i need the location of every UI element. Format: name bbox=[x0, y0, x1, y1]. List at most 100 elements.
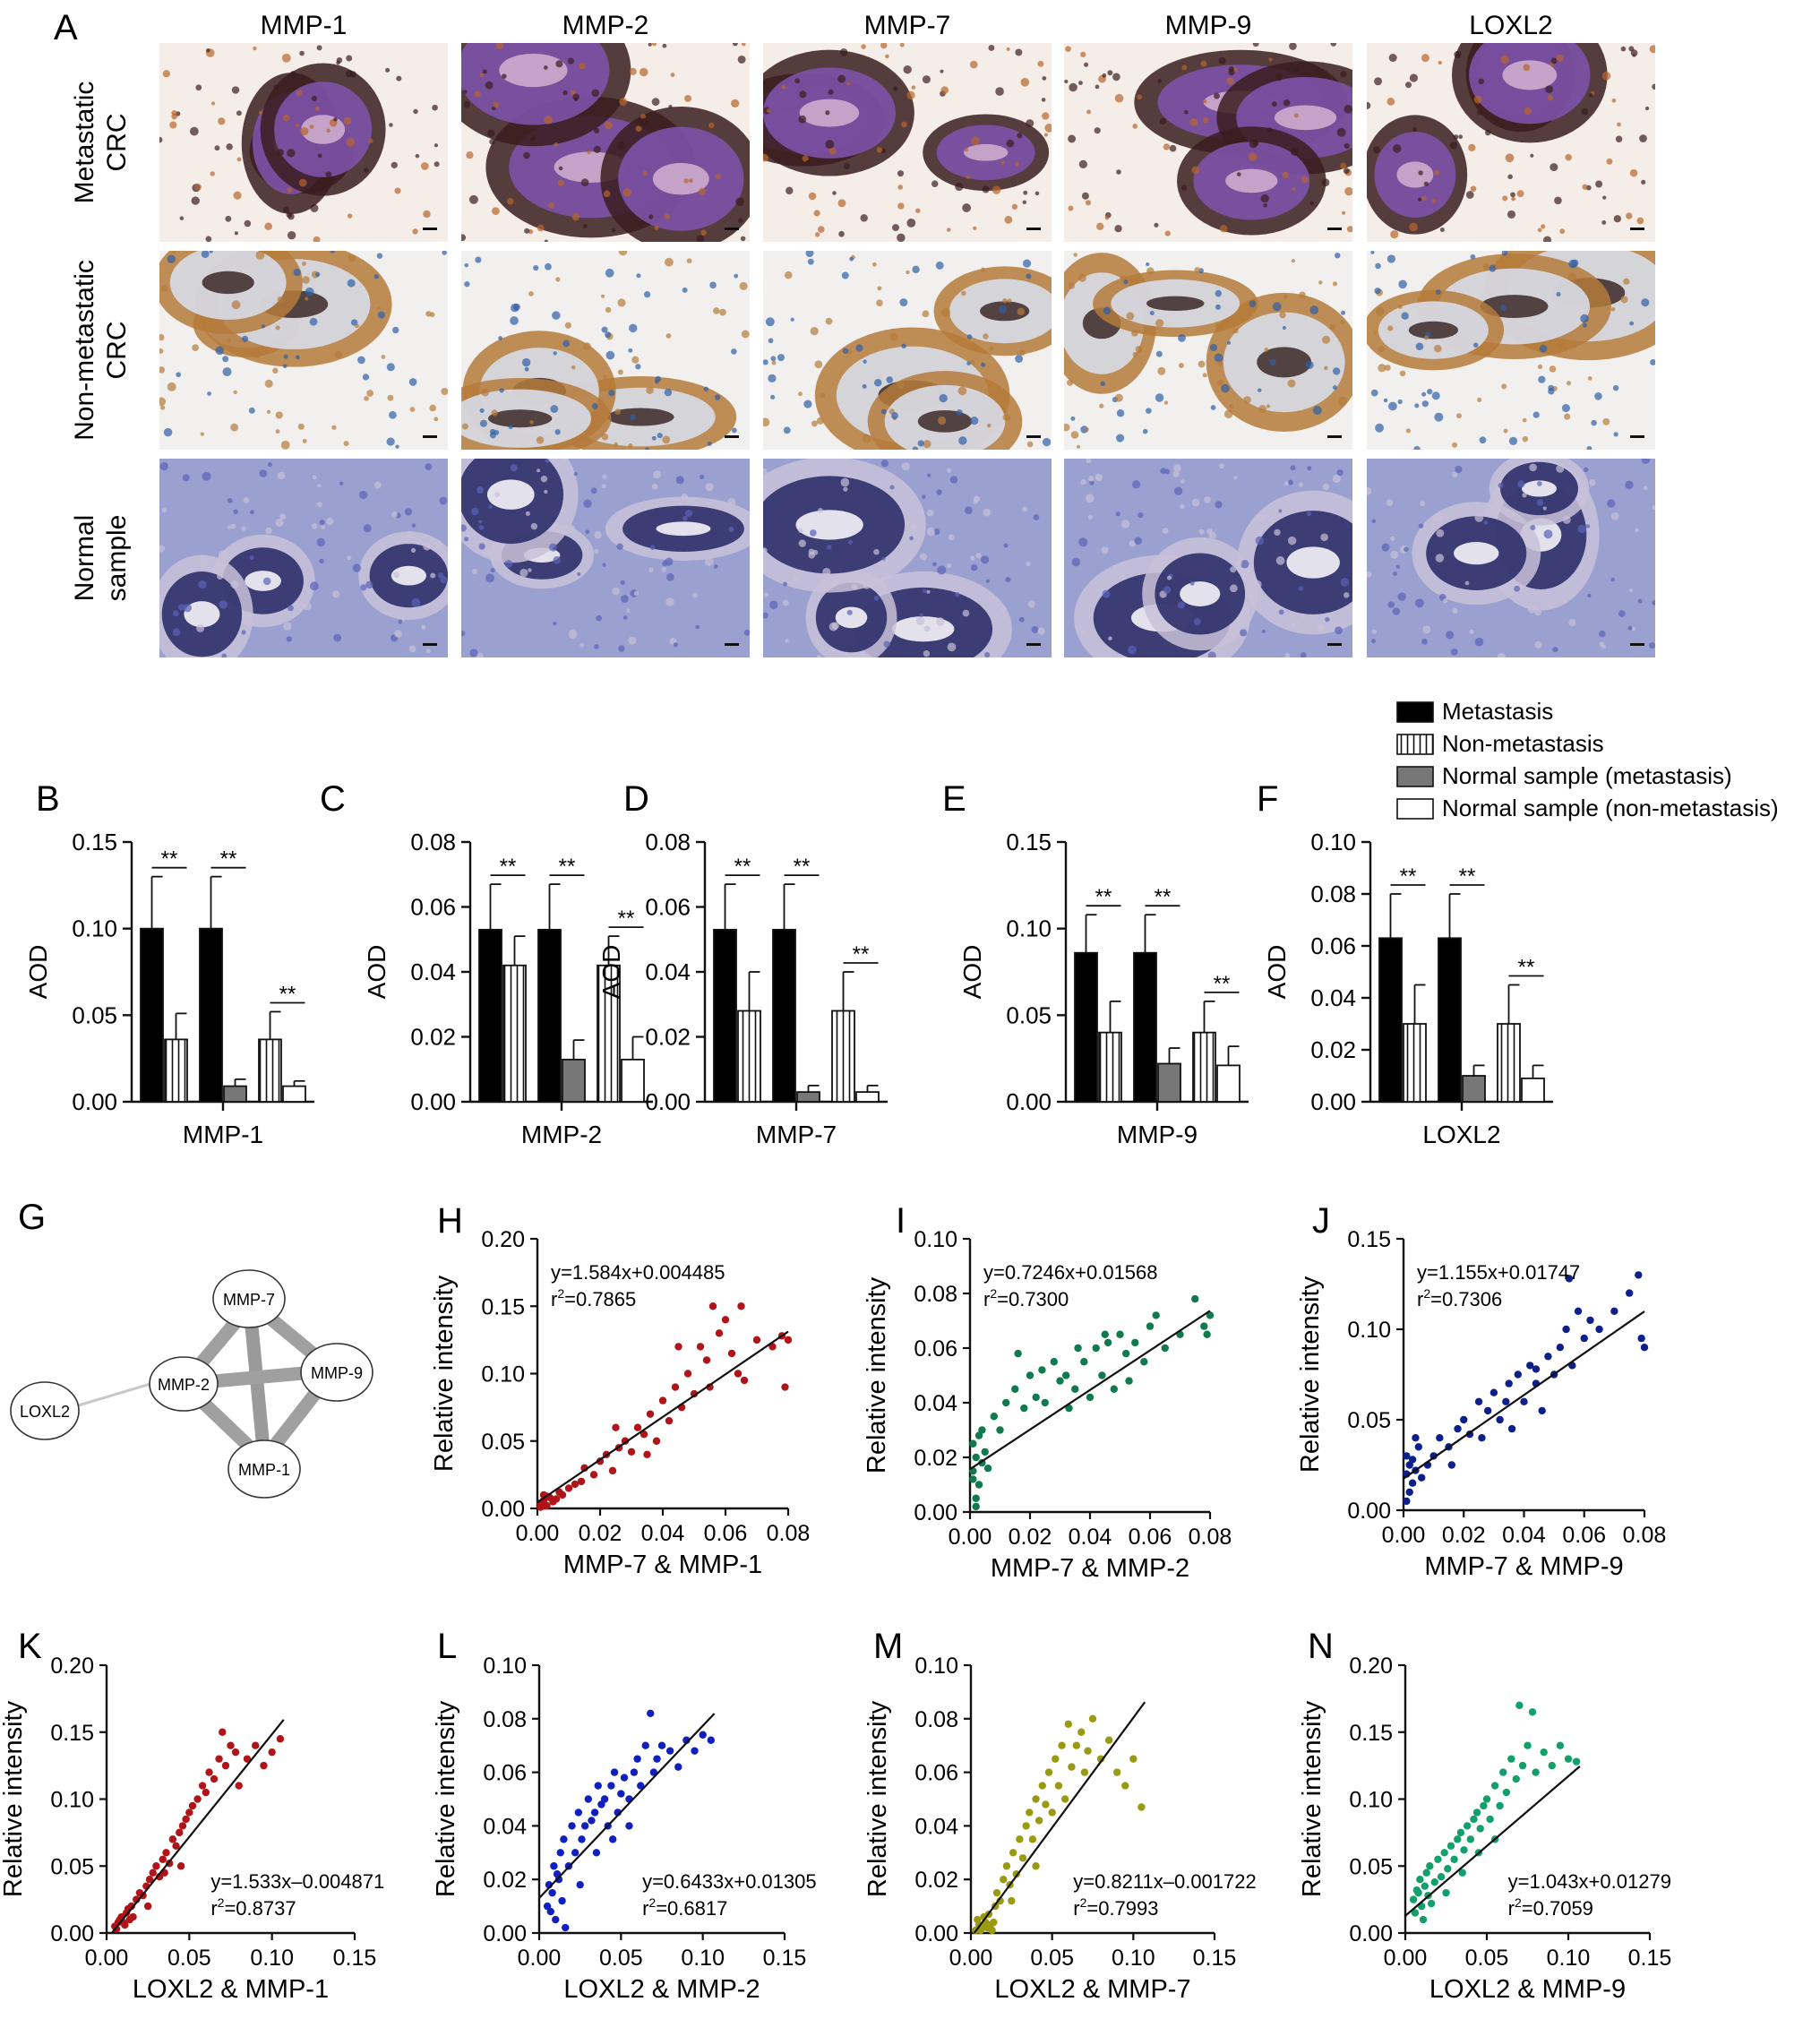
cell-nucleus bbox=[783, 581, 787, 587]
x-axis-label: LOXL2 & MMP-9 bbox=[1429, 1975, 1626, 2004]
cell-nucleus bbox=[1279, 312, 1286, 319]
panel-letter: L bbox=[437, 1627, 457, 1666]
data-point bbox=[1440, 1849, 1448, 1857]
cell-nucleus bbox=[309, 125, 314, 129]
data-point bbox=[1018, 1854, 1027, 1862]
cell-nucleus bbox=[553, 351, 557, 356]
regression-line bbox=[969, 1310, 1211, 1471]
cell-nucleus bbox=[1299, 291, 1306, 298]
data-point bbox=[647, 1709, 655, 1718]
data-point bbox=[1016, 1835, 1024, 1843]
data-point bbox=[658, 1396, 667, 1405]
data-point bbox=[1562, 1325, 1570, 1334]
cell-nucleus bbox=[1561, 404, 1570, 413]
tile-metastatic-crc-mmp-1 bbox=[159, 43, 448, 242]
data-point bbox=[1064, 1720, 1073, 1728]
x-tick-label: 0.08 bbox=[1189, 1525, 1232, 1550]
panel-letter: K bbox=[18, 1627, 42, 1666]
data-point bbox=[1417, 1473, 1426, 1482]
data-point bbox=[781, 1383, 789, 1391]
cell-nucleus bbox=[648, 567, 654, 572]
cell-nucleus bbox=[794, 78, 801, 84]
cell-nucleus bbox=[524, 228, 530, 234]
cell-nucleus bbox=[1652, 504, 1655, 511]
y-tick-label: 0.10 bbox=[914, 1654, 958, 1679]
cell-nucleus bbox=[665, 597, 674, 606]
tile-non-metastatic-crc-mmp-7 bbox=[763, 251, 1052, 450]
cell-nucleus bbox=[580, 178, 589, 186]
cell-nucleus bbox=[1191, 166, 1200, 175]
cell-nucleus bbox=[470, 507, 479, 516]
cell-nucleus bbox=[1500, 304, 1507, 311]
data-point bbox=[1146, 1322, 1155, 1330]
cell-nucleus bbox=[1081, 192, 1089, 200]
cell-nucleus bbox=[1470, 253, 1476, 260]
cell-nucleus bbox=[266, 409, 271, 415]
data-point bbox=[1470, 1815, 1478, 1824]
cell-nucleus bbox=[1155, 319, 1164, 328]
cell-nucleus bbox=[364, 396, 369, 401]
cell-nucleus bbox=[885, 54, 889, 59]
cell-nucleus bbox=[620, 595, 629, 603]
cell-nucleus bbox=[982, 185, 990, 193]
cell-nucleus bbox=[545, 262, 552, 271]
cell-nucleus bbox=[1005, 577, 1011, 583]
data-point bbox=[1564, 1755, 1573, 1763]
data-point bbox=[625, 1822, 633, 1830]
cell-nucleus bbox=[200, 432, 205, 436]
cell-nucleus bbox=[562, 339, 571, 348]
data-point bbox=[1068, 1763, 1076, 1771]
cell-nucleus bbox=[1322, 335, 1331, 344]
cell-nucleus bbox=[1386, 499, 1394, 506]
data-point bbox=[252, 1741, 260, 1749]
cell-nucleus bbox=[1260, 194, 1269, 203]
data-point bbox=[1518, 1761, 1527, 1770]
cell-nucleus bbox=[1146, 262, 1150, 267]
cell-nucleus bbox=[651, 435, 657, 441]
cell-nucleus bbox=[594, 644, 599, 649]
panel-letter: D bbox=[623, 779, 649, 819]
cell-nucleus bbox=[439, 496, 448, 505]
cell-nucleus bbox=[649, 545, 656, 551]
x-axis-label: LOXL2 bbox=[1422, 1121, 1500, 1148]
cell-nucleus bbox=[475, 256, 482, 263]
cell-nucleus bbox=[964, 147, 969, 152]
cell-nucleus bbox=[832, 191, 837, 195]
cell-nucleus bbox=[897, 185, 903, 190]
y-tick-label: 0.20 bbox=[481, 1227, 525, 1252]
cell-nucleus bbox=[1556, 292, 1561, 297]
cell-nucleus bbox=[376, 306, 381, 311]
cell-nucleus bbox=[434, 417, 439, 422]
y-tick-label: 0.05 bbox=[72, 1001, 117, 1028]
cell-nucleus bbox=[441, 387, 448, 396]
row-label-crc: CRC bbox=[102, 322, 132, 380]
cell-nucleus bbox=[1568, 618, 1576, 627]
cell-nucleus bbox=[1548, 384, 1554, 391]
data-point bbox=[674, 1763, 682, 1771]
cell-nucleus bbox=[303, 601, 312, 611]
cell-nucleus bbox=[1340, 71, 1347, 78]
cell-nucleus bbox=[1342, 210, 1346, 215]
data-point bbox=[1000, 1876, 1008, 1884]
data-point bbox=[1009, 1849, 1017, 1857]
cell-nucleus bbox=[1180, 185, 1188, 191]
cell-nucleus bbox=[1501, 383, 1507, 390]
cell-nucleus bbox=[628, 348, 633, 353]
cell-nucleus bbox=[984, 651, 991, 657]
cell-nucleus bbox=[510, 464, 518, 472]
cell-nucleus bbox=[1514, 585, 1521, 592]
cell-nucleus bbox=[1421, 638, 1428, 645]
cell-nucleus bbox=[564, 322, 571, 329]
data-point bbox=[1008, 1896, 1016, 1905]
scale-bar bbox=[1026, 435, 1041, 438]
cell-nucleus bbox=[544, 489, 548, 494]
cell-nucleus bbox=[1620, 296, 1628, 304]
x-tick-label: 0.05 bbox=[1030, 1946, 1074, 1971]
cell-nucleus bbox=[936, 489, 942, 495]
cell-nucleus bbox=[652, 470, 661, 479]
cell-nucleus bbox=[1454, 50, 1462, 59]
cell-nucleus bbox=[411, 597, 421, 607]
r-squared-value: =0.7865 bbox=[564, 1288, 636, 1310]
